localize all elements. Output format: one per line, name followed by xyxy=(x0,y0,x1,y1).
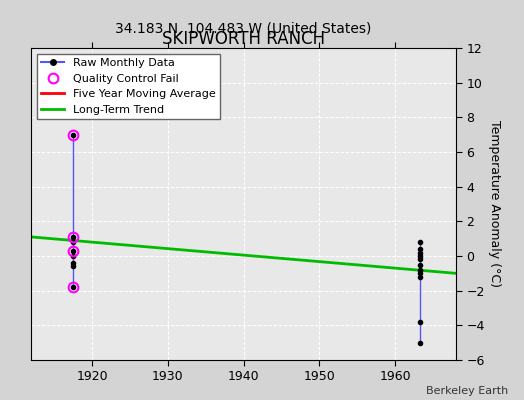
Title: SKIPWORTH RANCH: SKIPWORTH RANCH xyxy=(162,30,325,48)
Text: Berkeley Earth: Berkeley Earth xyxy=(426,386,508,396)
Legend: Raw Monthly Data, Quality Control Fail, Five Year Moving Average, Long-Term Tren: Raw Monthly Data, Quality Control Fail, … xyxy=(37,54,220,119)
Text: 34.183 N, 104.483 W (United States): 34.183 N, 104.483 W (United States) xyxy=(115,22,372,36)
Y-axis label: Temperature Anomaly (°C): Temperature Anomaly (°C) xyxy=(488,120,501,288)
